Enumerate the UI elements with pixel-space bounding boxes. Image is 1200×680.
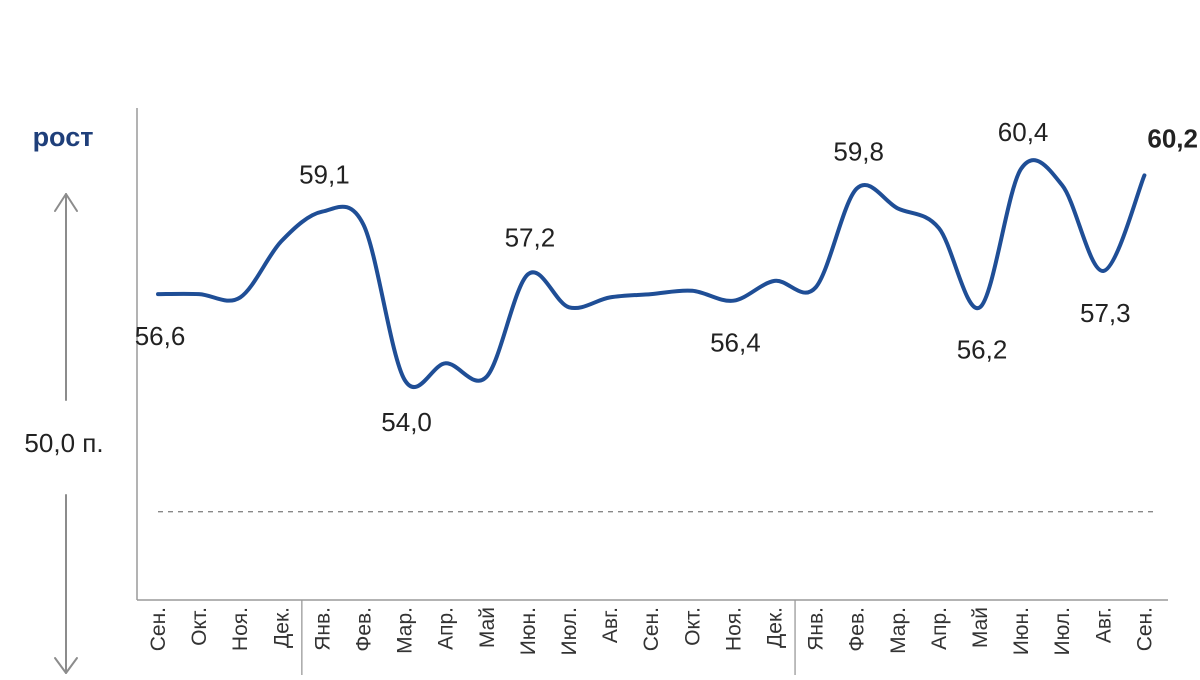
data-label-18: 59,8 [833,137,884,167]
data-label-21: 56,2 [957,334,1008,364]
down-arrow [54,494,78,674]
growth-label: рост [33,122,94,152]
data-label-10: 57,2 [505,222,556,252]
x-tick-label-6: Фев. [353,607,376,652]
data-label-1: 56,6 [135,321,186,351]
x-tick-label-13: Сен. [640,607,663,651]
data-label-24: 57,3 [1080,298,1131,328]
data-label-25: 60,2 [1147,123,1198,153]
x-tick-label-16: Дек. [764,607,787,648]
x-tick-label-7: Мар. [394,607,417,654]
x-tick-label-25: Сен. [1133,607,1156,651]
x-tick-label-1: Сен. [147,607,170,651]
data-label-22: 60,4 [998,117,1049,147]
x-tick-label-17: Янв. [805,607,828,651]
x-tick-label-21: Май [969,607,992,648]
data-label-5: 59,1 [299,160,350,190]
x-tick-label-11: Июл. [558,607,581,655]
x-tick-label-14: Окт. [681,607,704,646]
x-tick-label-9: Май [476,607,499,648]
x-tick-label-3: Ноя. [229,607,252,651]
series-line [156,158,1147,389]
x-tick-label-4: Дек. [270,607,293,648]
x-tick-label-22: Июн. [1010,607,1033,655]
x-tick-label-12: Авг. [599,607,622,643]
x-tick-label-20: Апр. [928,607,951,650]
x-tick-label-10: Июн. [517,607,540,655]
x-tick-label-5: Янв. [311,607,334,651]
x-tick-label-19: Мар. [887,607,910,654]
x-tick-label-2: Окт. [188,607,211,646]
x-tick-label-24: Авг. [1092,607,1115,643]
x-tick-label-18: Фев. [846,607,869,652]
up-arrow [54,193,78,401]
x-tick-label-23: Июл. [1051,607,1074,655]
x-tick-label-15: Ноя. [722,607,745,651]
data-label-15: 56,4 [710,328,761,358]
reference-line-label: 50,0 п. [24,428,103,458]
data-label-7: 54,0 [381,407,432,437]
x-tick-label-8: Апр. [435,607,458,650]
